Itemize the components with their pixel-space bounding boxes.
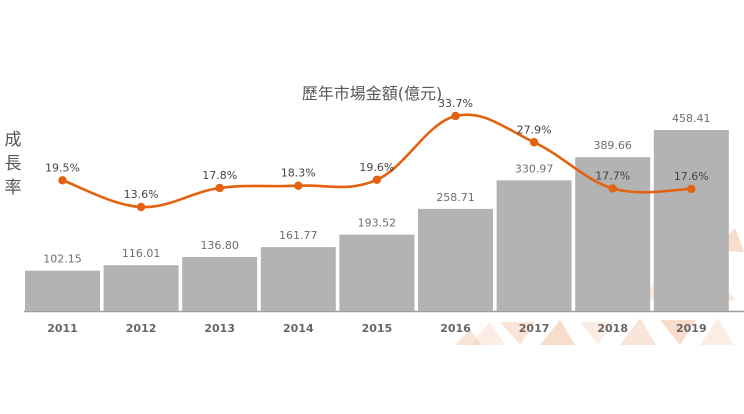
rate-value-label: 18.3% [281,167,316,180]
rate-point-2017 [529,138,539,147]
bar-value-labels: 102.15 116.01 136.80 161.77 193.52 258.71 330.… [43,112,710,266]
x-tick-label: 2012 [126,322,157,335]
rate-point-2016 [451,111,460,121]
bar-value-label: 258.71 [436,191,475,204]
decor-triangle [700,318,734,345]
y-axis-label: 成長率 [4,130,22,198]
decor-triangle [660,320,696,345]
rate-point-2011 [58,176,67,185]
bar-2018 [575,157,651,311]
bar-2012 [103,265,179,311]
x-tick-label: 2017 [519,322,550,335]
bar-value-label: 116.01 [122,247,161,260]
rate-value-label: 27.9% [517,123,552,136]
rate-point-2012 [136,202,146,212]
x-tick-label: 2018 [597,322,628,335]
bar-2017 [496,180,572,311]
rate-point-2018 [608,184,617,193]
bar-2015 [339,234,415,311]
bar-value-label: 330.97 [515,162,554,175]
rate-value-label: 17.6% [674,170,709,183]
bar-series [25,130,729,311]
bar-value-label: 136.80 [200,239,239,252]
rate-point-2014 [294,181,303,190]
decor-triangle [620,318,656,345]
rate-point-2013 [215,183,224,193]
rate-point-2015 [372,175,382,185]
rate-point-2019 [687,184,696,194]
rate-value-label: 17.7% [595,169,630,182]
bar-value-label: 193.52 [358,217,397,230]
chart-title: 歷年市場金額(億元) [301,84,443,103]
x-tick-label: 2016 [440,322,471,335]
rate-value-label: 17.8% [202,169,237,182]
rate-value-label: 19.5% [45,161,80,174]
bar-value-label: 161.77 [279,229,318,242]
bar-value-label: 458.41 [672,112,711,125]
bar-2013 [182,256,258,311]
x-tick-label: 2015 [362,322,393,335]
rate-value-label: 33.7% [438,97,473,110]
x-tick-label: 2019 [676,322,707,335]
x-tick-labels: 2011 2012 2013 2014 2015 2016 2017 2018 2019 [47,322,706,335]
rate-value-label: 19.6% [359,161,394,174]
growth-rate-labels: 19.5% 13.6% 17.8% 18.3% 19.6% 33.7% 27.9% 17.7%… [45,97,709,201]
bar-2016 [418,208,493,311]
rate-value-label: 13.6% [124,188,159,201]
bar-2014 [260,247,336,311]
x-tick-label: 2011 [47,322,78,335]
bar-value-label: 102.15 [43,253,82,266]
x-tick-label: 2014 [283,322,314,335]
decor-triangle [455,330,482,345]
bar-2019 [653,130,729,311]
x-tick-label: 2013 [204,322,235,335]
decor-triangle [540,320,575,345]
bar-value-label: 389.66 [593,139,632,152]
decor-triangle [580,322,614,345]
bar-2011 [25,270,100,311]
decor-triangle [500,322,535,345]
decor-triangle [470,322,505,345]
growth-rate-points [58,111,696,212]
